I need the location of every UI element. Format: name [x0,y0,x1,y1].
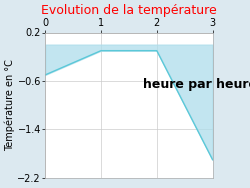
Text: heure par heure: heure par heure [143,78,250,91]
Title: Evolution de la température: Evolution de la température [41,4,217,17]
Y-axis label: Température en °C: Température en °C [4,59,15,151]
